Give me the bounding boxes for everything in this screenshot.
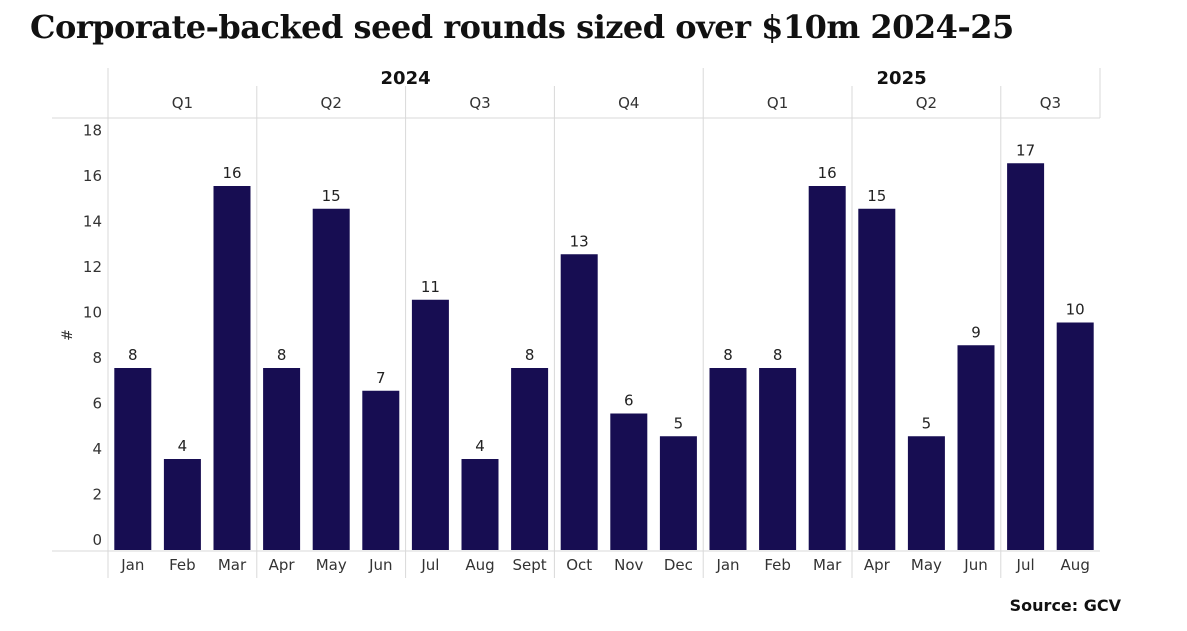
- year-label: 2025: [877, 68, 927, 89]
- chart-title: Corporate-backed seed rounds sized over …: [30, 8, 1014, 46]
- x-tick-label: Jan: [120, 556, 144, 574]
- bar: [461, 459, 499, 550]
- y-tick-label: 10: [83, 304, 102, 322]
- x-tick-label: Apr: [864, 556, 891, 574]
- x-tick-label: Feb: [764, 556, 791, 574]
- data-label: 5: [922, 414, 932, 432]
- quarter-label: Q1: [767, 94, 788, 112]
- x-tick-label: Nov: [614, 556, 643, 574]
- data-label: 15: [867, 187, 886, 205]
- data-label: 16: [222, 164, 241, 182]
- data-label: 15: [322, 187, 341, 205]
- x-tick-label: May: [911, 556, 942, 574]
- x-tick-label: Jun: [368, 556, 392, 574]
- bar: [709, 368, 747, 550]
- x-tick-label: Feb: [169, 556, 196, 574]
- y-tick-label: 14: [83, 213, 102, 231]
- bar: [858, 208, 896, 550]
- x-tick-label: Mar: [813, 556, 842, 574]
- bar: [957, 345, 995, 550]
- quarter-label: Q1: [172, 94, 193, 112]
- x-axis: Jan Feb Mar Apr May Jun Jul Aug Sept Oct Nov Dec Jan…: [120, 556, 1090, 574]
- data-label: 8: [128, 346, 138, 364]
- x-tick-label: Jan: [715, 556, 739, 574]
- bar: [907, 436, 945, 550]
- bar: [759, 368, 797, 550]
- bar: [312, 208, 350, 550]
- bar: [163, 459, 201, 550]
- x-tick-label: Aug: [465, 556, 494, 574]
- y-tick-label: 8: [92, 349, 102, 367]
- bar: [808, 186, 846, 550]
- bar: [362, 390, 400, 550]
- bar: [511, 368, 549, 550]
- data-label: 8: [525, 346, 535, 364]
- x-tick-label: Oct: [566, 556, 592, 574]
- y-tick-label: 4: [92, 440, 102, 458]
- quarter-label: Q3: [1040, 94, 1061, 112]
- data-label: 5: [674, 414, 684, 432]
- grid-lines: [52, 68, 1101, 578]
- data-label: 7: [376, 369, 386, 387]
- y-tick-label: 18: [83, 122, 102, 140]
- data-label: 4: [475, 437, 485, 455]
- data-label: 16: [818, 164, 837, 182]
- bar: [610, 413, 648, 550]
- y-tick-label: 6: [92, 395, 102, 413]
- bar: [411, 299, 449, 550]
- data-label: 17: [1016, 141, 1035, 159]
- data-label: 11: [421, 278, 440, 296]
- y-tick-label: 12: [83, 258, 102, 276]
- data-label: 13: [570, 232, 589, 250]
- x-tick-label: Jun: [963, 556, 987, 574]
- x-tick-label: Apr: [269, 556, 296, 574]
- x-tick-label: May: [316, 556, 347, 574]
- x-tick-label: Sept: [513, 556, 547, 574]
- data-label: 8: [723, 346, 733, 364]
- quarter-label: Q4: [618, 94, 639, 112]
- y-tick-label: 0: [92, 531, 102, 549]
- x-tick-label: Mar: [218, 556, 247, 574]
- bars: 8 4 16 8 15 7 11 4 8 13 6 5 8 8 16 15 5 9 17 10: [114, 141, 1094, 550]
- data-label: 6: [624, 392, 634, 410]
- bar: [659, 436, 697, 550]
- data-label: 8: [773, 346, 783, 364]
- quarter-label: Q2: [321, 94, 342, 112]
- bar: [114, 368, 152, 550]
- y-tick-label: 2: [92, 486, 102, 504]
- bar: [560, 254, 598, 550]
- x-tick-label: Aug: [1061, 556, 1090, 574]
- source-note: Source: GCV: [1009, 596, 1121, 615]
- bar: [1007, 163, 1045, 550]
- period-headers: Q1 Q2 Q3 Q4 2024 Q1 Q2 Q3 2025: [172, 68, 1061, 112]
- year-label: 2024: [381, 68, 431, 89]
- data-label: 4: [178, 437, 188, 455]
- x-tick-label: Dec: [664, 556, 693, 574]
- y-tick-label: 16: [83, 167, 102, 185]
- x-tick-label: Jul: [1016, 556, 1035, 574]
- quarter-label: Q3: [469, 94, 490, 112]
- y-axis-label: #: [60, 329, 76, 341]
- bar: [263, 368, 301, 550]
- bar: [213, 186, 251, 550]
- y-axis: 0 2 4 6 8 10 12 14 16 18 #: [60, 122, 102, 550]
- data-label: 8: [277, 346, 287, 364]
- data-label: 9: [971, 323, 981, 341]
- x-tick-label: Jul: [420, 556, 439, 574]
- quarter-label: Q2: [916, 94, 937, 112]
- data-label: 10: [1066, 301, 1085, 319]
- bar: [1056, 322, 1094, 550]
